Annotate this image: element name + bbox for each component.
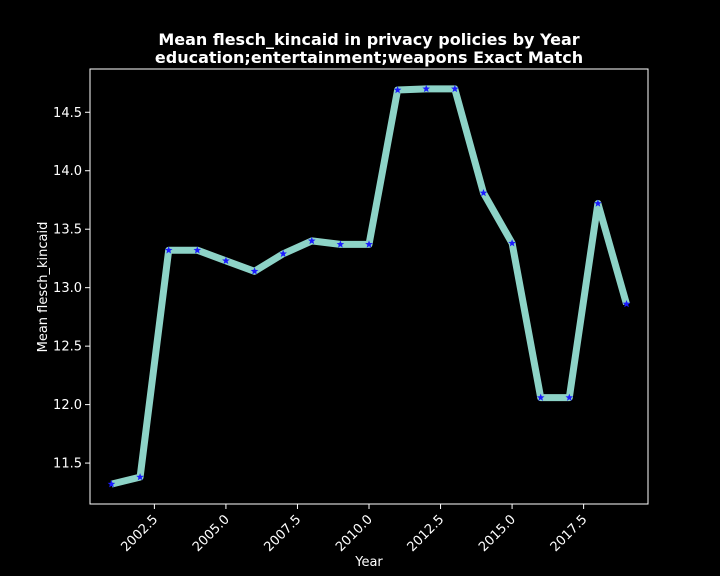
data-point: [508, 239, 516, 247]
chart-subtitle: education;entertainment;weapons Exact Ma…: [155, 48, 583, 67]
data-point: [565, 393, 574, 401]
x-tick-label: 2012.5: [405, 512, 448, 555]
x-axis: 2002.5 2005.0 2007.5 2010.0 2012.5 2015.0 2017…: [118, 504, 590, 555]
data-point: [365, 240, 373, 248]
data-point: [479, 188, 488, 197]
x-tick-label: 2015.0: [476, 512, 519, 555]
data-point: [536, 393, 545, 401]
y-tick-label: 11.5: [53, 457, 82, 472]
x-tick-label: 2017.5: [548, 512, 591, 555]
series-line: [110, 85, 630, 488]
x-tick-label: 2005.0: [190, 512, 233, 555]
y-tick-label: 12.0: [53, 398, 82, 413]
axes-frame: [89, 68, 649, 505]
y-tick-label: 12.5: [53, 340, 82, 355]
data-point: [222, 256, 230, 265]
data-point: [422, 84, 431, 93]
data-point: [250, 267, 259, 275]
data-point: [336, 240, 345, 248]
y-tick-label: 14.0: [53, 164, 82, 179]
x-tick-label: 2007.5: [262, 512, 305, 555]
data-point: [307, 236, 316, 245]
data-point: [279, 249, 287, 257]
y-tick-label: 14.5: [53, 106, 82, 121]
data-point: [451, 84, 459, 93]
data-point: [136, 473, 144, 481]
chart-title: Mean flesch_kincaid in privacy policies …: [158, 30, 579, 49]
data-point: [164, 246, 173, 254]
y-axis-label: Mean flesch_kincaid: [36, 222, 51, 353]
data-point: [622, 300, 631, 308]
data-point: [193, 246, 202, 254]
data-point: [594, 199, 602, 207]
x-axis-label: Year: [354, 555, 383, 570]
x-tick-label: 2002.5: [118, 512, 161, 555]
plot-area: [107, 84, 631, 488]
x-tick-label: 2010.0: [333, 512, 376, 555]
y-tick-label: 13.0: [53, 281, 82, 296]
data-point: [107, 480, 116, 488]
y-tick-label: 13.5: [53, 223, 82, 238]
data-point: [393, 86, 402, 94]
y-axis: 11.5 12.0 12.5 13.0 13.5 14.0 14.5: [53, 106, 90, 472]
